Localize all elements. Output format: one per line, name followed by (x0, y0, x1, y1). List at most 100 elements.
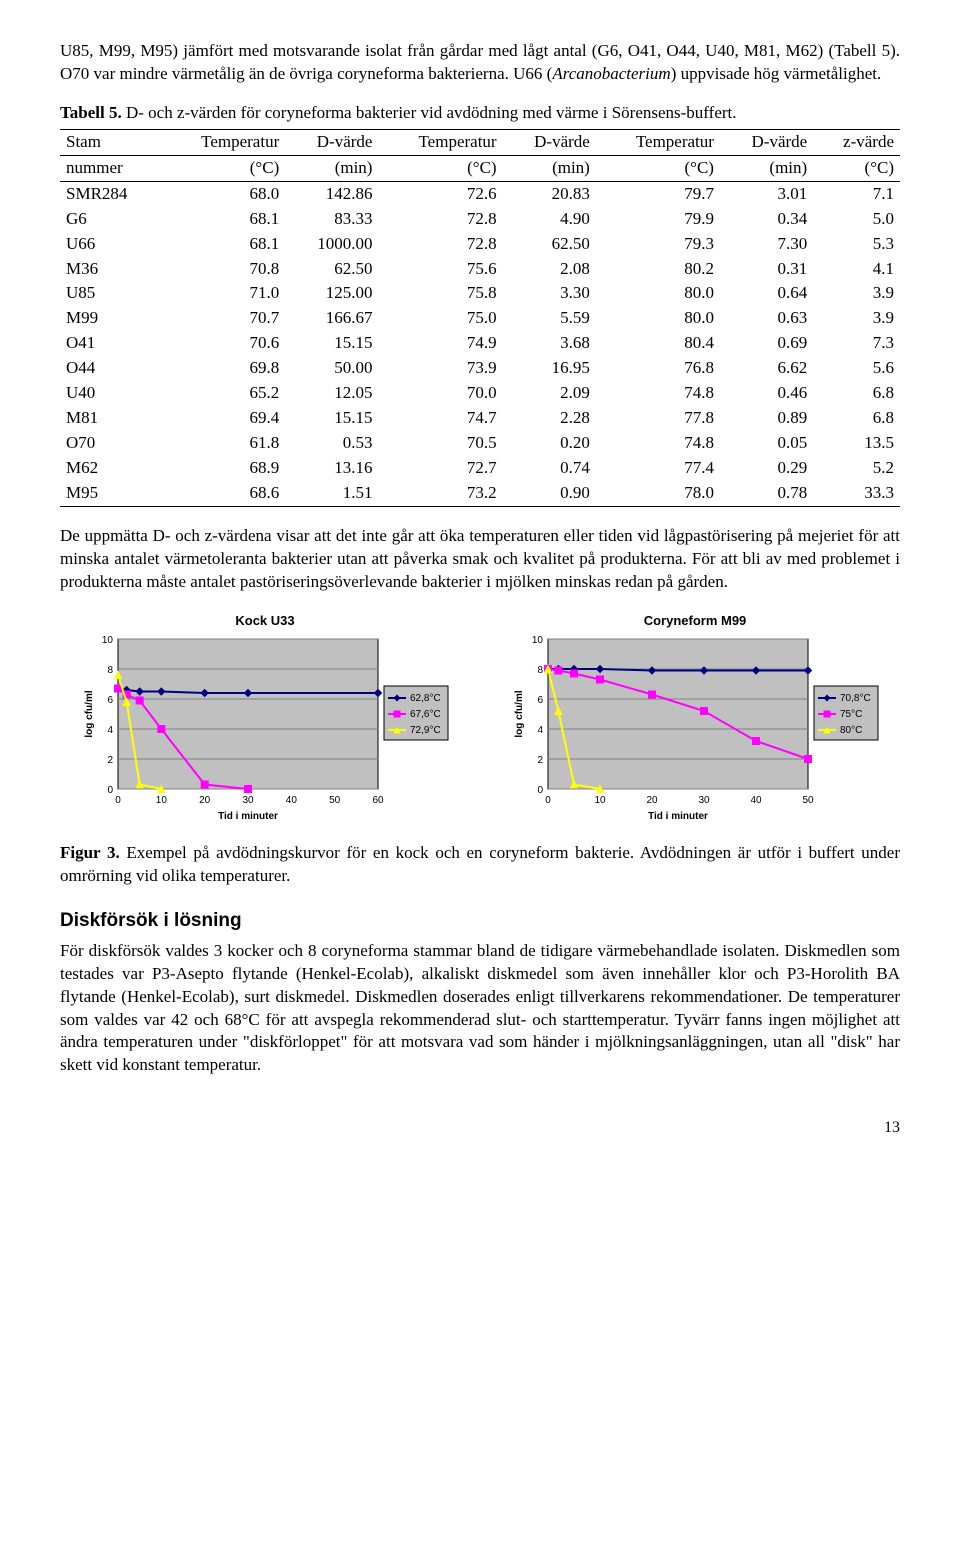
table-cell: 78.0 (596, 481, 720, 506)
table-cell: 80.2 (596, 257, 720, 282)
svg-text:30: 30 (242, 795, 254, 806)
charts-row: Kock U33 02468100102030405060log cfu/mlT… (60, 612, 900, 830)
table-subheader: (min) (720, 155, 813, 181)
table-cell: 83.33 (285, 207, 378, 232)
table-cell: 73.9 (378, 356, 502, 381)
table-cell: 79.9 (596, 207, 720, 232)
table-cell: 70.7 (161, 306, 285, 331)
table-cell: 80.4 (596, 331, 720, 356)
table-subheader: (°C) (161, 155, 285, 181)
table-cell: U85 (60, 281, 161, 306)
svg-text:0: 0 (107, 785, 113, 796)
svg-text:67,6°C: 67,6°C (410, 709, 441, 720)
table-cell: 68.1 (161, 207, 285, 232)
chart-2: 024681001020304050log cfu/mlTid i minute… (510, 633, 880, 830)
chart-1: 02468100102030405060log cfu/mlTid i minu… (80, 633, 450, 830)
figure-label: Figur 3. (60, 843, 120, 862)
svg-text:30: 30 (698, 795, 710, 806)
table-cell: 5.0 (813, 207, 900, 232)
svg-text:10: 10 (594, 795, 606, 806)
table-cell: 6.8 (813, 381, 900, 406)
figure-caption-text: Exempel på avdödningskurvor för en kock … (60, 843, 900, 885)
table-cell: 0.78 (720, 481, 813, 506)
table-header: D-värde (285, 129, 378, 155)
svg-text:0: 0 (545, 795, 551, 806)
table-header: Temperatur (161, 129, 285, 155)
table-cell: 71.0 (161, 281, 285, 306)
table-cell: 166.67 (285, 306, 378, 331)
table-cell: 68.1 (161, 232, 285, 257)
table-cell: 7.30 (720, 232, 813, 257)
intro-italic: Arcanobacterium (552, 64, 670, 83)
svg-text:0: 0 (115, 795, 121, 806)
table-cell: M62 (60, 456, 161, 481)
table-cell: 125.00 (285, 281, 378, 306)
table-cell: 12.05 (285, 381, 378, 406)
table-cell: 74.7 (378, 406, 502, 431)
table-cell: M81 (60, 406, 161, 431)
data-table: StamTemperaturD-värdeTemperaturD-värdeTe… (60, 129, 900, 507)
table-cell: 0.69 (720, 331, 813, 356)
table-row: O4469.850.0073.916.9576.86.625.6 (60, 356, 900, 381)
table-cell: 2.09 (503, 381, 596, 406)
table-row: M3670.862.5075.62.0880.20.314.1 (60, 257, 900, 282)
svg-text:70,8°C: 70,8°C (840, 693, 871, 704)
table-cell: 1.51 (285, 481, 378, 506)
table-row: M9568.61.5173.20.9078.00.7833.3 (60, 481, 900, 506)
table-cell: 69.8 (161, 356, 285, 381)
svg-text:80°C: 80°C (840, 725, 862, 736)
table-row: M6268.913.1672.70.7477.40.295.2 (60, 456, 900, 481)
table-header: Temperatur (378, 129, 502, 155)
chart-1-wrap: Kock U33 02468100102030405060log cfu/mlT… (80, 612, 450, 830)
svg-text:0: 0 (537, 785, 543, 796)
table-cell: SMR284 (60, 181, 161, 206)
table-cell: 142.86 (285, 181, 378, 206)
table-cell: 3.68 (503, 331, 596, 356)
chart-2-title: Coryneform M99 (644, 612, 747, 630)
table-cell: 5.3 (813, 232, 900, 257)
table-cell: 33.3 (813, 481, 900, 506)
table-cell: U40 (60, 381, 161, 406)
table-cell: 72.8 (378, 232, 502, 257)
table-cell: 72.7 (378, 456, 502, 481)
table-row: O7061.80.5370.50.2074.80.0513.5 (60, 431, 900, 456)
table-cell: 79.7 (596, 181, 720, 206)
table-row: M9970.7166.6775.05.5980.00.633.9 (60, 306, 900, 331)
table-cell: 80.0 (596, 306, 720, 331)
table-header: D-värde (503, 129, 596, 155)
intro-suffix: ) uppvisade hög värmetålighet. (671, 64, 882, 83)
svg-text:20: 20 (199, 795, 211, 806)
table-cell: 0.53 (285, 431, 378, 456)
table-cell: 80.0 (596, 281, 720, 306)
table-cell: 75.0 (378, 306, 502, 331)
table-cell: 0.05 (720, 431, 813, 456)
table-cell: 74.8 (596, 431, 720, 456)
table-cell: 70.6 (161, 331, 285, 356)
table-cell: 3.9 (813, 281, 900, 306)
table-subheader: (°C) (596, 155, 720, 181)
table-subheader: (min) (285, 155, 378, 181)
table-cell: 75.8 (378, 281, 502, 306)
svg-text:50: 50 (329, 795, 341, 806)
table-cell: 74.9 (378, 331, 502, 356)
table-cell: 0.74 (503, 456, 596, 481)
table-cell: 65.2 (161, 381, 285, 406)
svg-text:Tid i minuter: Tid i minuter (648, 811, 708, 822)
table-cell: 70.5 (378, 431, 502, 456)
table-cell: 0.34 (720, 207, 813, 232)
table-cell: 2.28 (503, 406, 596, 431)
table-cell: O44 (60, 356, 161, 381)
svg-text:2: 2 (537, 755, 543, 766)
table-cell: 68.9 (161, 456, 285, 481)
table-cell: 77.8 (596, 406, 720, 431)
table-cell: 0.29 (720, 456, 813, 481)
svg-text:10: 10 (102, 635, 114, 646)
table-cell: 73.2 (378, 481, 502, 506)
table-cell: 6.62 (720, 356, 813, 381)
table-subheader: (°C) (813, 155, 900, 181)
table-cell: 13.5 (813, 431, 900, 456)
table-cell: 77.4 (596, 456, 720, 481)
table-cell: 72.6 (378, 181, 502, 206)
intro-paragraph: U85, M99, M95) jämfört med motsvarande i… (60, 40, 900, 86)
tabell-label: Tabell 5. (60, 103, 122, 122)
